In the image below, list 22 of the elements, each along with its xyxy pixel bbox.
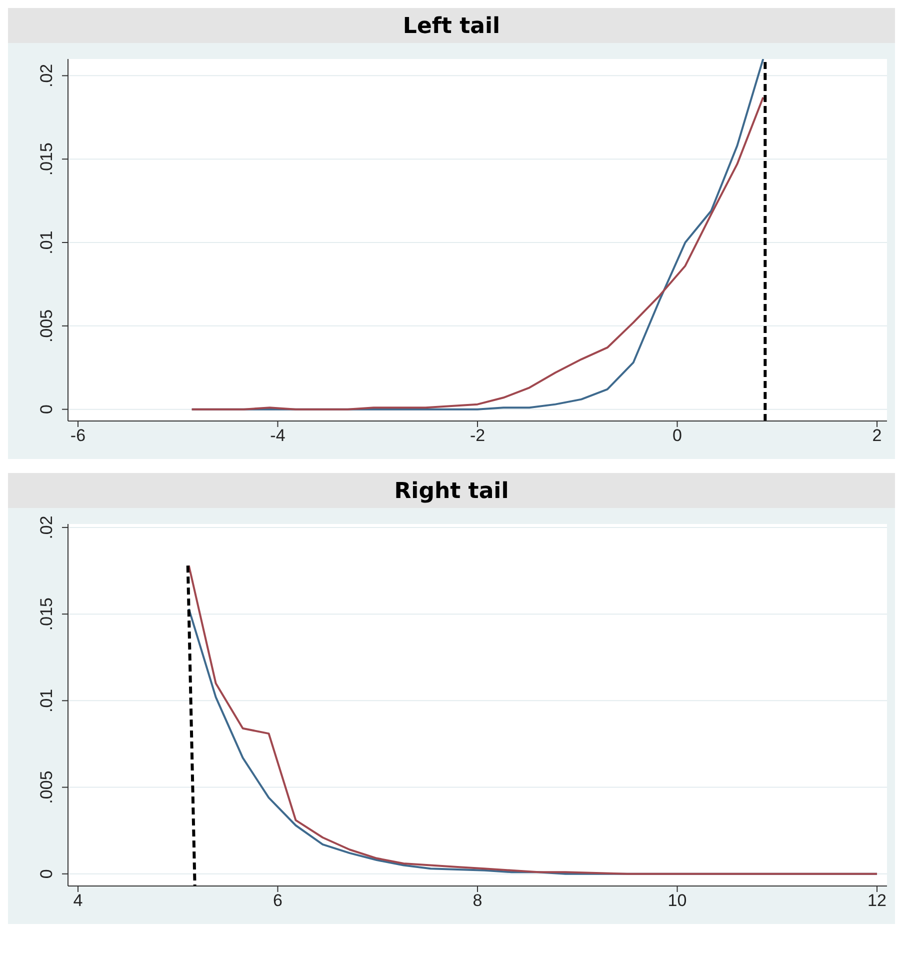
- y-tick-label: .005: [37, 770, 56, 804]
- x-tick-label: -6: [70, 426, 86, 446]
- x-tick-label: 4: [73, 891, 83, 910]
- x-tick-label: 10: [668, 891, 687, 910]
- chart-title: Right tail: [8, 473, 895, 508]
- x-tick-label: -4: [270, 426, 286, 446]
- x-tick-label: 8: [472, 891, 482, 910]
- y-tick-label: .01: [37, 688, 56, 712]
- x-tick-label: 2: [872, 426, 882, 446]
- y-tick-label: 0: [37, 404, 56, 414]
- y-tick-label: .005: [37, 309, 56, 342]
- x-tick-label: 6: [273, 891, 282, 910]
- y-tick-label: 0: [37, 869, 56, 879]
- x-tick-label: 0: [672, 426, 682, 446]
- x-tick-label: -2: [470, 426, 486, 446]
- y-tick-label: .02: [37, 64, 56, 88]
- x-tick-label: 12: [868, 891, 886, 910]
- y-tick-label: .01: [37, 230, 56, 254]
- y-tick-label: .015: [37, 598, 56, 631]
- y-tick-label: .02: [37, 516, 56, 540]
- y-tick-label: .015: [37, 142, 56, 176]
- chart-title: Left tail: [8, 8, 895, 43]
